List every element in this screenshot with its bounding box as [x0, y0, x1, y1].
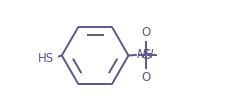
Text: NH: NH: [136, 48, 154, 61]
Text: O: O: [141, 26, 150, 39]
Text: HS: HS: [37, 52, 53, 65]
Text: O: O: [141, 71, 150, 84]
Text: S: S: [141, 48, 150, 62]
